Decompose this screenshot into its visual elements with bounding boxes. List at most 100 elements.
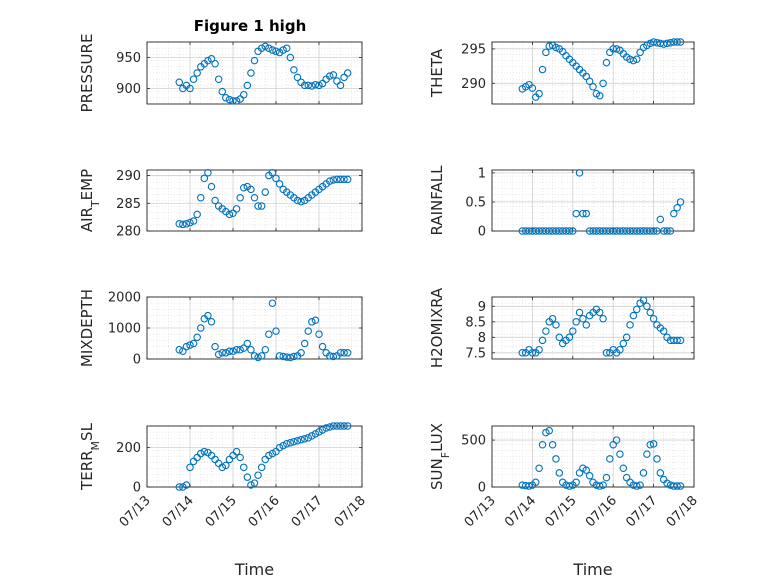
data-point	[225, 347, 234, 355]
data-point	[565, 227, 574, 235]
data-point	[304, 434, 312, 442]
data-series	[175, 299, 352, 362]
data-point	[673, 38, 681, 46]
data-point	[236, 345, 244, 354]
data-point	[555, 469, 564, 477]
data-point	[599, 314, 607, 323]
data-point	[633, 55, 641, 63]
data-point	[528, 349, 537, 357]
data-point	[279, 46, 287, 54]
data-point	[545, 42, 553, 50]
data-point	[204, 169, 212, 177]
data-point	[189, 75, 198, 83]
data-point	[639, 296, 648, 304]
x-tick-label: 07/15	[203, 493, 240, 530]
data-point	[218, 87, 227, 96]
y-tick-label: 9	[478, 300, 486, 315]
data-point	[293, 437, 302, 445]
data-point	[297, 349, 305, 357]
data-point	[318, 342, 327, 351]
data-point	[676, 198, 685, 206]
data-point	[286, 438, 295, 447]
axes-box	[491, 425, 695, 488]
data-point	[545, 426, 553, 435]
data-point	[300, 81, 309, 90]
data-point	[265, 330, 273, 338]
data-point	[569, 227, 577, 235]
data-point	[582, 321, 591, 329]
data-point	[275, 352, 284, 360]
data-point	[325, 423, 334, 431]
data-point	[186, 84, 194, 93]
y-tick-label: 950	[116, 51, 141, 66]
data-point	[579, 314, 587, 323]
data-point	[257, 463, 266, 472]
data-series	[175, 42, 352, 105]
data-point	[535, 89, 543, 98]
data-point	[232, 345, 241, 354]
data-point	[186, 463, 194, 472]
axes-box	[146, 41, 363, 105]
x-tick-label: 07/16	[246, 493, 283, 530]
data-point	[229, 209, 237, 218]
data-point	[333, 422, 341, 430]
x-tick-label: 07/17	[623, 493, 660, 530]
data-point	[343, 69, 352, 77]
data-point	[582, 209, 591, 218]
y-tick-label: 500	[461, 434, 486, 449]
data-point	[232, 447, 241, 456]
data-point	[629, 56, 638, 65]
x-axis-label: Time	[234, 560, 274, 579]
data-point	[649, 314, 658, 323]
data-point	[340, 175, 348, 184]
data-point	[265, 44, 273, 52]
data-point	[308, 318, 316, 326]
data-point	[659, 327, 668, 335]
data-point	[673, 336, 681, 345]
data-point	[329, 352, 338, 361]
data-point	[218, 349, 227, 357]
data-point	[528, 84, 537, 92]
data-point	[585, 77, 594, 86]
data-point	[175, 345, 184, 354]
y-tick-label: 7.5	[465, 346, 486, 361]
data-point	[257, 352, 266, 360]
y-tick-label: 0	[478, 481, 486, 496]
data-point	[182, 481, 191, 489]
data-point	[304, 81, 312, 90]
data-point	[538, 441, 547, 449]
data-point	[336, 422, 345, 430]
data-point	[670, 209, 678, 218]
data-point	[336, 349, 345, 357]
data-point	[538, 336, 547, 345]
data-point	[673, 204, 681, 212]
data-point	[204, 311, 212, 320]
data-point	[268, 449, 277, 458]
data-point	[290, 437, 298, 446]
data-point	[552, 321, 560, 329]
data-point	[643, 450, 651, 458]
data-point	[340, 73, 348, 82]
data-point	[243, 473, 252, 481]
data-point	[279, 352, 287, 361]
y-tick-label: 285	[116, 197, 141, 212]
figure-title: Figure 1 high	[194, 17, 307, 35]
subplot-pressure: 900 950 PRESSURE	[78, 34, 363, 112]
data-point	[304, 327, 312, 335]
data-series	[175, 422, 352, 491]
data-point	[186, 341, 194, 349]
data-series	[518, 296, 685, 357]
data-point	[676, 482, 685, 490]
data-point	[315, 81, 323, 90]
data-point	[676, 38, 685, 46]
data-point	[279, 441, 287, 450]
data-point	[612, 436, 621, 444]
data-series	[518, 426, 685, 490]
data-point	[673, 482, 681, 490]
data-point	[240, 90, 248, 99]
data-point	[207, 318, 216, 326]
data-point	[182, 220, 191, 228]
minor-grid	[146, 425, 363, 488]
data-point	[315, 330, 323, 338]
